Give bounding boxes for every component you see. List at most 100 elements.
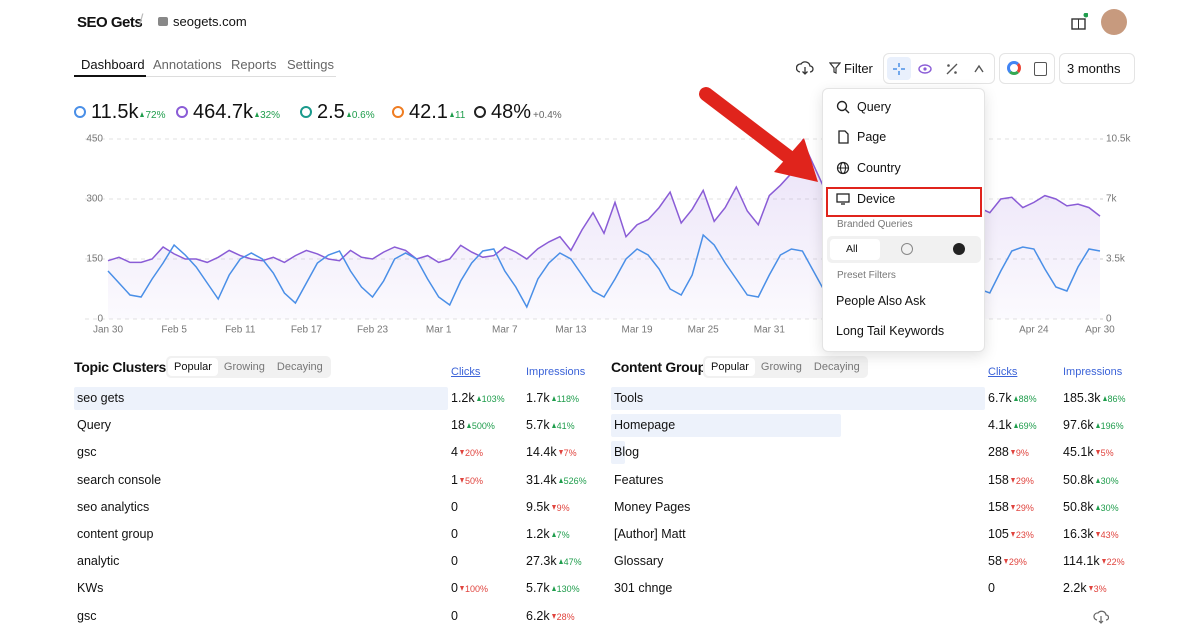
- table-tabs: Popular Growing Decaying: [166, 356, 331, 378]
- row-name[interactable]: KWs: [77, 581, 104, 596]
- table-title: Topic Clusters: [74, 359, 167, 375]
- clicks-cell: 18 500%: [451, 418, 495, 432]
- impressions-cell: 50.8k 30%: [1063, 473, 1119, 487]
- clicks-cell: 0: [451, 527, 458, 541]
- x-tick-label: Feb 17: [291, 325, 323, 336]
- clicks-cell: 1.2k 103%: [451, 391, 505, 405]
- impressions: 114.1k: [1063, 554, 1100, 569]
- table-tab[interactable]: Decaying: [276, 361, 323, 373]
- row-name[interactable]: gsc: [77, 445, 97, 460]
- row-name[interactable]: analytic: [77, 554, 120, 569]
- range-select[interactable]: 3 months: [1059, 53, 1135, 84]
- stat-change: +0.4%: [533, 110, 562, 121]
- row-name[interactable]: Blog: [614, 445, 640, 460]
- row-name[interactable]: 301 chnge: [614, 581, 673, 596]
- filter-icon: [829, 62, 841, 74]
- impressions-cell: 45.1k 5%: [1063, 445, 1114, 459]
- impressions-cell: 114.1k 22%: [1063, 554, 1125, 568]
- table-tab[interactable]: Growing: [760, 361, 802, 373]
- row-name[interactable]: Homepage: [614, 418, 676, 433]
- impressions-change: 196%: [1096, 421, 1124, 431]
- impressions-cell: 16.3k 43%: [1063, 527, 1119, 541]
- y-tick-label: 450: [86, 134, 103, 145]
- clicks-change: 23%: [1011, 530, 1034, 540]
- y-tick-label: 0: [97, 314, 103, 325]
- row-name[interactable]: search console: [77, 472, 162, 487]
- x-tick-label: Mar 19: [622, 325, 654, 336]
- stat-icon: [392, 106, 404, 118]
- stat-value: 2.5: [317, 101, 345, 123]
- impressions-cell: 185.3k 86%: [1063, 391, 1126, 405]
- clicks-change: 29%: [1011, 476, 1034, 486]
- stat: 11.5k 72%: [91, 101, 165, 124]
- table-tabs: Popular Growing Decaying: [703, 356, 868, 378]
- clicks: 158: [988, 499, 1009, 514]
- tab[interactable]: Dashboard: [81, 57, 145, 72]
- avatar[interactable]: [1101, 9, 1127, 35]
- impressions: 45.1k: [1063, 445, 1094, 460]
- clicks-cell: 0: [988, 581, 995, 595]
- logo[interactable]: SEO Gets: [77, 14, 143, 31]
- stat-change: 32%: [255, 110, 280, 121]
- row-name[interactable]: Tools: [614, 391, 644, 405]
- stat: 2.5 0.6%: [317, 101, 375, 124]
- filter-option[interactable]: Device: [857, 192, 896, 206]
- row-name[interactable]: content group: [77, 527, 154, 541]
- tab[interactable]: Reports: [231, 57, 277, 72]
- stat-value: 48%: [491, 101, 532, 123]
- impressions-cell: 97.6k 196%: [1063, 418, 1124, 432]
- y-tick-label: 300: [86, 194, 103, 205]
- stat-icon: [74, 106, 86, 118]
- clicks-change: 9%: [1011, 448, 1029, 458]
- row-name[interactable]: Query: [77, 418, 112, 433]
- metric-toggles[interactable]: [883, 53, 995, 84]
- row-name[interactable]: Money Pages: [614, 499, 691, 514]
- y2-tick-label: 0: [1106, 314, 1112, 325]
- download-icon[interactable]: [796, 60, 814, 76]
- impressions: 50.8k: [1063, 472, 1094, 487]
- separator: /: [139, 12, 144, 29]
- filter-option[interactable]: Query: [857, 100, 892, 114]
- table-tab[interactable]: Growing: [223, 361, 265, 373]
- clicks-cell: 4 20%: [451, 445, 483, 459]
- row-name[interactable]: [Author] Matt: [614, 527, 686, 541]
- table-tab[interactable]: Decaying: [813, 361, 860, 373]
- tab[interactable]: Settings: [287, 57, 334, 72]
- row-name[interactable]: seo analytics: [77, 499, 150, 514]
- download-icon[interactable]: [1093, 610, 1109, 624]
- impressions-change: 28%: [552, 612, 575, 622]
- filter-button[interactable]: Filter: [844, 61, 873, 76]
- column-header[interactable]: Clicks: [451, 366, 481, 378]
- stat-value: 42.1: [409, 101, 448, 123]
- tab[interactable]: Annotations: [153, 57, 222, 72]
- gift-icon[interactable]: [1070, 13, 1088, 31]
- site-name[interactable]: seogets.com: [173, 14, 247, 29]
- impressions-change: 7%: [552, 530, 570, 540]
- row-name[interactable]: Glossary: [614, 554, 664, 569]
- preset-option[interactable]: Long Tail Keywords: [836, 324, 945, 338]
- preset-option[interactable]: People Also Ask: [836, 294, 926, 308]
- table-tab[interactable]: Popular: [705, 358, 755, 376]
- pointer-arrow: [699, 87, 818, 182]
- branded-all[interactable]: All: [846, 243, 858, 255]
- stat-icon: [176, 106, 188, 118]
- clicks: 1: [451, 472, 458, 487]
- row-name[interactable]: seo gets: [77, 391, 125, 405]
- row-name[interactable]: Features: [614, 472, 664, 487]
- clicks-change: 29%: [1011, 503, 1034, 513]
- filter-option[interactable]: Page: [857, 130, 887, 144]
- stat: 48% +0.4%: [491, 101, 562, 124]
- row-name[interactable]: gsc: [77, 608, 97, 623]
- column-header[interactable]: Clicks: [988, 366, 1018, 378]
- table-tab[interactable]: Popular: [168, 358, 218, 376]
- column-header[interactable]: Impressions: [526, 366, 586, 378]
- x-tick-label: Mar 1: [426, 325, 452, 336]
- integrations[interactable]: [999, 53, 1055, 84]
- branded-toggle[interactable]: [827, 236, 981, 263]
- impressions-cell: 14.4k 7%: [526, 445, 577, 459]
- filter-option[interactable]: Country: [857, 161, 901, 175]
- clicks-change: 100%: [460, 584, 488, 594]
- clicks: 4.1k: [988, 418, 1012, 433]
- column-header[interactable]: Impressions: [1063, 366, 1123, 378]
- clicks-cell: 158 29%: [988, 473, 1034, 487]
